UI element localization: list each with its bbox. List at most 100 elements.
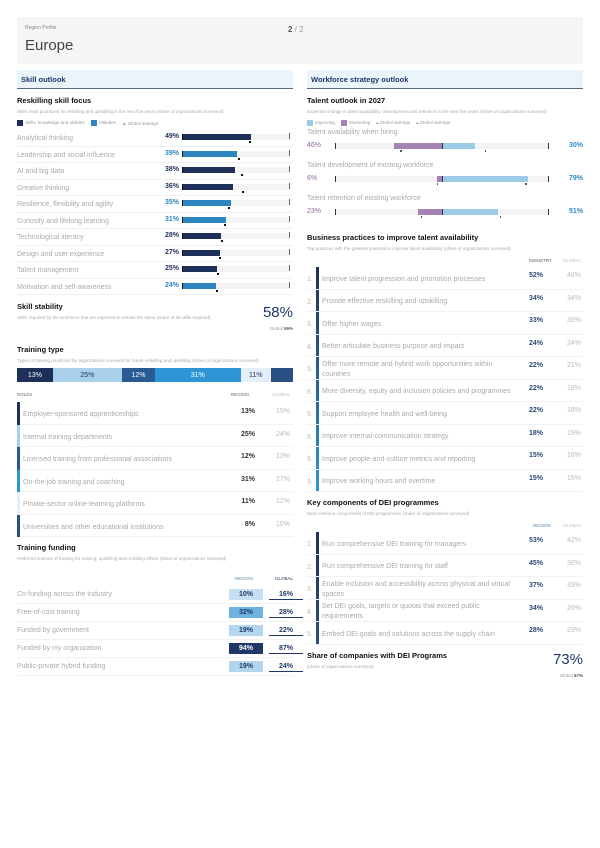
role-color-stripe [17,402,20,425]
training-type-segment: 11% [240,368,271,382]
practices-title: Business practices to improve talent ava… [307,233,479,242]
legend-label: Worsening [348,120,371,126]
region-value: 34% [528,294,543,302]
global-value: 21% [566,362,581,369]
global-value: 18% [566,407,581,414]
global-value: 24% [566,339,581,347]
region-value: 19% [229,625,263,636]
region-value: 22% [528,384,543,392]
global-value: 16% [269,589,303,600]
ranked-label: Provide effective reskilling and upskill… [322,298,448,305]
training-type-segment: 31% [155,368,241,382]
center-line [442,176,443,182]
global-average-marker [217,273,220,275]
talent-label: Talent availability when hiring [307,129,398,136]
skill-bar-track [182,182,290,193]
skill-value: 24% [164,281,179,289]
region-value: 25% [240,430,255,438]
region-value: 15% [528,474,543,482]
col-global: GLOBAL [563,523,582,528]
funding-label: Funded by government [17,627,89,634]
page-total: 2 [299,25,304,34]
training-type-stacked-bar: 13% 25% 12% 31% 11% [17,368,293,382]
skill-bar-track [182,281,290,292]
ranked-label: Better articulate business purpose and i… [322,343,465,350]
roles-table-row: Private-sector online-learning platforms… [17,492,293,515]
page-separator: / [292,25,300,34]
global-value: 23% [566,627,581,634]
ranked-label: Run comprehensive DEI training for staff [322,563,448,570]
global-average-marker [238,157,241,160]
axis-end-tick [289,281,290,288]
roles-table-row: On-the-job training and coaching 31% 27% [17,469,293,492]
skill-bar-track [182,166,290,176]
global-average-improving-marker [525,183,527,185]
ranked-label: Improve internal-communication strategy [322,433,449,440]
skill-label: Creative thinking [17,184,70,192]
worsening-value: 23% [307,208,322,215]
role-color-stripe [17,447,20,470]
global-average-worsening-marker [436,183,439,185]
rank-number: 3. [307,586,313,593]
skill-label: Talent management [17,267,79,274]
rank-number: 4. [307,608,313,616]
col-global: GLOBAL [275,576,294,581]
rank-number: 1. [307,541,313,548]
skill-bar [182,150,237,157]
skill-bar-track [182,232,290,242]
talent-bar-track [335,143,549,152]
skill-bar [182,233,222,239]
skill-label: Leadership and social influence [17,151,116,159]
col-region: REGION [231,392,249,397]
roles-table-header: ROLES REGION GLOBAL [17,390,293,402]
rank-color-stripe [316,532,319,645]
role-label: Private-sector online-learning platforms [23,501,145,508]
triangle-icon: ▴ [376,120,379,125]
talent-outlook-title: Talent outlook in 2027 [307,96,386,105]
ranked-label: Set DEI goals, targets or quotas that ex… [322,603,480,620]
global-average-marker [224,223,227,226]
ranked-table-row: 6. Support employee health and well-being… [307,402,583,425]
ranked-table-row: 9. Improve people-and-culture metrics and… [307,447,583,470]
skill-row: Analytical thinking 49% [17,130,293,147]
region-value: 45% [528,559,543,567]
region-value: 8% [244,520,255,528]
talent-bar-track [335,176,549,185]
global-value: 36% [566,559,581,567]
talent-outlook-row: Talent availability when hiring 46% 30% [307,126,583,159]
improving-bar [443,176,528,182]
skill-bar [182,249,220,256]
global-average-marker [242,190,245,193]
global-value: 67% [573,672,583,678]
funding-subtitle: Preferred sources of funding for trainin… [17,556,227,561]
workforce-strategy-column: Workforce strategy outlook Talent outloo… [307,70,583,681]
global-value: 26% [566,604,581,612]
skill-bar-track [182,215,290,226]
talent-label: Talent development of existing workforce [307,162,434,169]
page-current: 2 [288,25,293,34]
region-value: 32% [229,607,263,618]
skill-bar [182,282,216,289]
rank-number: 5. [307,631,313,638]
rank-number: 8. [307,433,313,441]
ranked-table-row: 6. More diversity, equity and inclusion p… [307,380,583,402]
stability-value: 58% [262,304,293,321]
legend-global-average: ▴ Global average [376,120,410,126]
ranked-label: Offer higher wages [322,320,382,328]
global-value: 13% [275,453,290,460]
global-label: Global [269,326,283,331]
ranked-label: More diversity, equity and inclusion pol… [322,388,511,395]
region-value: 13% [240,408,255,415]
funding-label: Funded by my organization [17,645,102,652]
col-roles: ROLES [17,392,33,397]
skill-label: AI and big data [17,168,65,175]
skill-bar-track [182,248,290,259]
worsening-bar [436,176,443,182]
rank-number: 9. [307,456,313,463]
global-value: 12% [275,498,290,505]
legend-label: Improving [315,120,335,126]
improving-bar [443,143,476,149]
reskilling-chart: Analytical thinking 49% Leadership and soc… [17,130,293,295]
global-value: 28% [269,607,303,618]
global-value: 34% [566,294,581,302]
